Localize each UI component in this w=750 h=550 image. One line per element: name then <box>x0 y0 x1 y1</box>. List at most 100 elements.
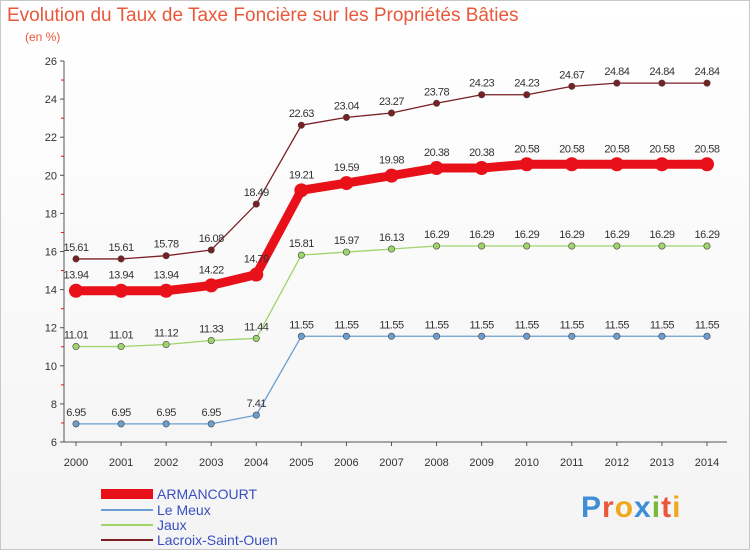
data-point <box>384 168 399 183</box>
data-point <box>703 332 711 340</box>
data-point <box>72 420 80 428</box>
data-label: 24.67 <box>559 69 584 81</box>
data-point <box>700 157 714 172</box>
data-label: 18.49 <box>244 187 269 199</box>
data-label: 11.33 <box>199 323 224 335</box>
data-label: 11.55 <box>650 319 675 331</box>
x-tick-label: 2009 <box>469 457 493 469</box>
x-tick-label: 2014 <box>695 457 719 469</box>
x-tick-label: 2011 <box>560 457 584 469</box>
data-point <box>703 242 711 250</box>
y-tick-label: 8 <box>51 399 57 411</box>
data-label: 22.63 <box>289 108 314 120</box>
data-point <box>613 332 621 340</box>
data-point <box>159 283 174 298</box>
legend-label: ARMANCOURT <box>157 485 258 502</box>
data-label: 24.23 <box>514 78 539 90</box>
data-label: 20.38 <box>469 147 494 159</box>
data-point <box>342 332 350 340</box>
data-label: 11.55 <box>560 319 585 331</box>
data-point <box>523 332 531 340</box>
data-label: 16.29 <box>424 229 449 241</box>
data-label: 14.22 <box>199 264 224 276</box>
data-label: 23.78 <box>424 86 449 98</box>
data-label: 11.55 <box>515 319 540 331</box>
data-label: 11.44 <box>244 321 269 333</box>
data-point <box>387 245 395 253</box>
x-tick-label: 2013 <box>650 457 674 469</box>
data-label: 16.13 <box>379 232 404 244</box>
data-point <box>297 332 305 340</box>
data-point <box>339 176 354 191</box>
data-label: 6.95 <box>156 407 176 419</box>
data-point <box>162 420 170 428</box>
data-label: 11.55 <box>695 319 720 331</box>
data-point <box>297 251 305 259</box>
data-point <box>433 332 441 340</box>
data-label: 20.58 <box>694 143 719 155</box>
data-label: 19.21 <box>289 169 314 181</box>
data-label: 14.79 <box>244 254 269 266</box>
data-point <box>429 161 444 176</box>
y-tick-label: 12 <box>45 323 57 335</box>
x-tick-label: 2000 <box>64 457 88 469</box>
x-tick-label: 2001 <box>109 457 133 469</box>
y-tick-label: 6 <box>51 437 57 449</box>
data-label: 11.12 <box>154 327 179 339</box>
legend-item-armancourt: ARMANCOURT <box>101 485 258 502</box>
data-point <box>249 267 264 282</box>
data-label: 11.55 <box>334 319 359 331</box>
legend-swatch <box>101 538 153 541</box>
data-point <box>703 79 711 87</box>
data-label: 24.23 <box>469 78 494 90</box>
data-label: 6.95 <box>202 407 222 419</box>
data-label: 16.29 <box>604 229 629 241</box>
data-point <box>114 283 129 298</box>
data-label: 24.84 <box>604 66 629 78</box>
data-point <box>204 278 219 293</box>
data-point <box>613 242 621 250</box>
data-label: 13.94 <box>109 270 134 282</box>
data-point <box>478 332 486 340</box>
data-point <box>342 248 350 256</box>
x-tick-label: 2010 <box>514 457 538 469</box>
data-point <box>474 161 489 176</box>
data-label: 16.29 <box>469 229 494 241</box>
data-label: 23.04 <box>334 100 359 112</box>
data-point <box>252 334 260 342</box>
data-point <box>72 255 80 263</box>
chart-title: Evolution du Taux de Taxe Foncière sur l… <box>7 5 519 26</box>
data-point <box>609 157 624 172</box>
data-label: 20.58 <box>649 143 674 155</box>
data-label: 15.81 <box>289 238 314 250</box>
data-point <box>72 343 80 351</box>
data-point <box>658 332 666 340</box>
data-point <box>207 246 215 254</box>
data-point <box>478 91 486 99</box>
legend-item-jaux: Jaux <box>101 516 187 533</box>
data-point <box>162 252 170 260</box>
legend-label: Jaux <box>157 516 187 533</box>
data-point <box>207 420 215 428</box>
x-tick-label: 2006 <box>334 457 358 469</box>
data-label: 15.61 <box>63 242 88 254</box>
data-point <box>568 242 576 250</box>
data-point <box>519 157 534 172</box>
x-tick-label: 2008 <box>424 457 448 469</box>
data-label: 20.58 <box>514 143 539 155</box>
data-point <box>613 79 621 87</box>
data-label: 20.38 <box>424 147 449 159</box>
data-point <box>523 242 531 250</box>
data-label: 19.59 <box>334 162 359 174</box>
data-label: 15.61 <box>109 242 134 254</box>
legend-swatch <box>101 508 153 511</box>
data-label: 11.55 <box>470 319 495 331</box>
x-tick-label: 2002 <box>154 457 178 469</box>
data-point <box>387 332 395 340</box>
legend-swatch <box>101 523 153 526</box>
data-point <box>433 99 441 107</box>
data-label: 16.29 <box>649 229 674 241</box>
data-label: 20.58 <box>604 143 629 155</box>
